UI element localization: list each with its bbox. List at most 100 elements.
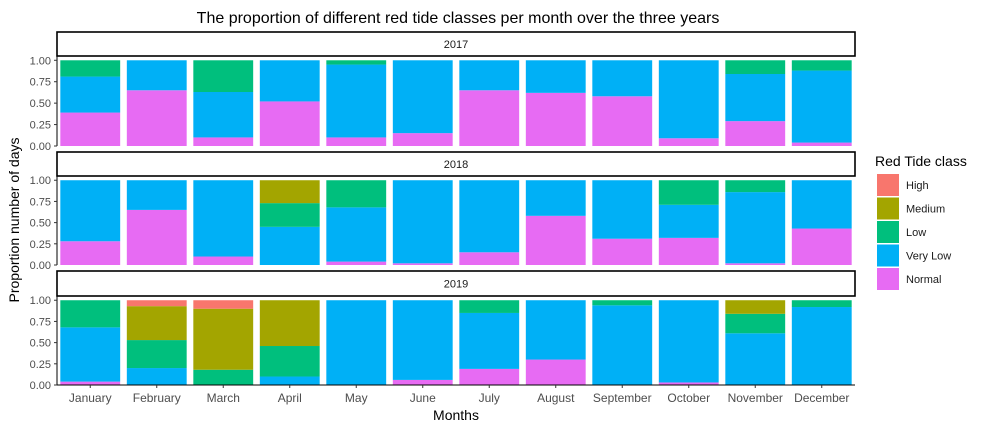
bar-segment-very-low xyxy=(392,300,453,380)
legend-label-medium: Medium xyxy=(906,204,945,216)
facet-panel-2019: 2019 0.00 0.25 0.50 0.75 1.00 xyxy=(30,270,856,392)
bar-segment-low xyxy=(592,300,653,306)
chart-title: The proportion of different red tide cla… xyxy=(197,10,720,27)
bar-segment-normal xyxy=(791,228,852,265)
bar-segment-low xyxy=(259,346,320,377)
bar-segment-normal xyxy=(126,209,187,265)
bar-segment-very-low xyxy=(592,305,653,385)
bar-segment-normal xyxy=(326,137,387,146)
bar-segment-low xyxy=(459,300,520,313)
y-tick-label: 1.00 xyxy=(30,175,51,187)
legend-label-high: High xyxy=(906,180,929,192)
bar-segment-very-low xyxy=(459,60,520,91)
bar-segment-medium xyxy=(725,300,786,314)
bar-segment-normal xyxy=(592,96,653,146)
facet-panel-2017: 2017 0.00 0.25 0.50 0.75 1.00 xyxy=(30,31,856,153)
y-tick-label: 0.50 xyxy=(30,98,51,110)
y-tick-label: 0.50 xyxy=(30,218,51,230)
legend-key-medium xyxy=(877,197,899,220)
bar-segment-low xyxy=(60,60,121,77)
bar-segment-normal xyxy=(126,90,187,146)
bar-segment-medium xyxy=(193,308,254,370)
x-tick-label: October xyxy=(667,391,710,405)
bar-segment-normal xyxy=(658,382,719,385)
y-tick-label: 0.25 xyxy=(30,359,51,371)
facet-strip xyxy=(56,31,856,57)
bar-segment-very-low xyxy=(592,60,653,97)
bar-segment-normal xyxy=(392,379,453,385)
bar-segment-low xyxy=(126,340,187,369)
bar-segment-normal xyxy=(658,237,719,265)
legend-label-very-low: Very Low xyxy=(906,251,951,263)
bar-segment-normal xyxy=(193,256,254,265)
bar-segment-very-low xyxy=(791,180,852,229)
bar-segment-normal xyxy=(791,142,852,146)
bar-segment-very-low xyxy=(326,64,387,138)
y-tick-label: 0.00 xyxy=(30,260,51,272)
bar-segment-low xyxy=(326,180,387,208)
y-tick-label: 0.75 xyxy=(30,77,51,89)
bar-segment-low xyxy=(326,60,387,65)
x-tick-label: January xyxy=(69,391,112,405)
legend-label-normal: Normal xyxy=(906,274,941,286)
bar-segment-medium xyxy=(126,306,187,341)
legend-label-low: Low xyxy=(906,227,926,239)
bar-segment-very-low xyxy=(60,180,121,242)
bar-segment-normal xyxy=(60,241,121,265)
legend-key-very-low xyxy=(877,244,899,267)
bar-segment-normal xyxy=(392,263,453,265)
x-tick-label: February xyxy=(133,391,181,405)
bar-segment-low xyxy=(725,180,786,193)
y-tick-label: 0.00 xyxy=(30,380,51,392)
bar-segment-very-low xyxy=(658,204,719,238)
bar-segment-very-low xyxy=(392,180,453,264)
bar-segment-low xyxy=(193,369,254,385)
y-tick-label: 1.00 xyxy=(30,295,51,307)
bar-segment-normal xyxy=(658,138,719,146)
y-tick-label: 0.25 xyxy=(30,239,51,251)
bar-segment-very-low xyxy=(193,180,254,257)
bar-segment-very-low xyxy=(459,312,520,369)
bar-segment-low xyxy=(725,313,786,334)
x-tick-label: July xyxy=(479,391,500,405)
bar-segment-low xyxy=(658,180,719,205)
facet-strip xyxy=(56,270,856,297)
bar-segment-very-low xyxy=(525,300,586,360)
y-axis-label: Proportion number of days xyxy=(6,138,22,303)
facet-strip-label: 2017 xyxy=(444,39,468,51)
bar-segment-normal xyxy=(525,215,586,265)
bar-segment-normal xyxy=(60,381,121,385)
x-tick-label: March xyxy=(207,391,240,405)
facet-panels: 2017 0.00 0.25 0.50 0.75 1.00 2018 0.00 0.25 0.50… xyxy=(30,31,856,405)
bar-segment-very-low xyxy=(658,300,719,383)
bar-segment-medium xyxy=(259,180,320,204)
bar-segment-very-low xyxy=(791,307,852,385)
bar-segment-normal xyxy=(592,238,653,265)
x-tick-label: December xyxy=(794,391,849,405)
bar-segment-normal xyxy=(725,263,786,265)
bar-segment-normal xyxy=(392,133,453,146)
bar-segment-normal xyxy=(459,252,520,265)
x-tick-label: September xyxy=(593,391,652,405)
facet-panel-2018: 2018 0.00 0.25 0.50 0.75 1.00 xyxy=(30,151,856,272)
facet-strip xyxy=(56,151,856,177)
bar-segment-very-low xyxy=(392,60,453,134)
bar-segment-very-low xyxy=(60,76,121,113)
x-axis: January February March April May June July Augu… xyxy=(57,384,855,405)
legend-title: Red Tide class xyxy=(875,153,967,169)
bar-segment-normal xyxy=(459,90,520,146)
bar-segment-very-low xyxy=(525,60,586,93)
bar-segment-very-low xyxy=(658,60,719,139)
bar-segment-low xyxy=(791,60,852,71)
bar-segment-very-low xyxy=(60,327,121,382)
y-tick-label: 0.00 xyxy=(30,141,51,153)
x-tick-label: August xyxy=(537,391,575,405)
facet-strip-label: 2018 xyxy=(444,159,468,171)
bar-segment-normal xyxy=(725,121,786,146)
bar-segment-low xyxy=(60,300,121,328)
bar-segment-very-low xyxy=(126,60,187,91)
bar-segment-low xyxy=(725,60,786,74)
bar-segment-normal xyxy=(525,92,586,146)
facet-strip-label: 2019 xyxy=(444,279,468,291)
x-axis-label: Months xyxy=(433,407,479,423)
